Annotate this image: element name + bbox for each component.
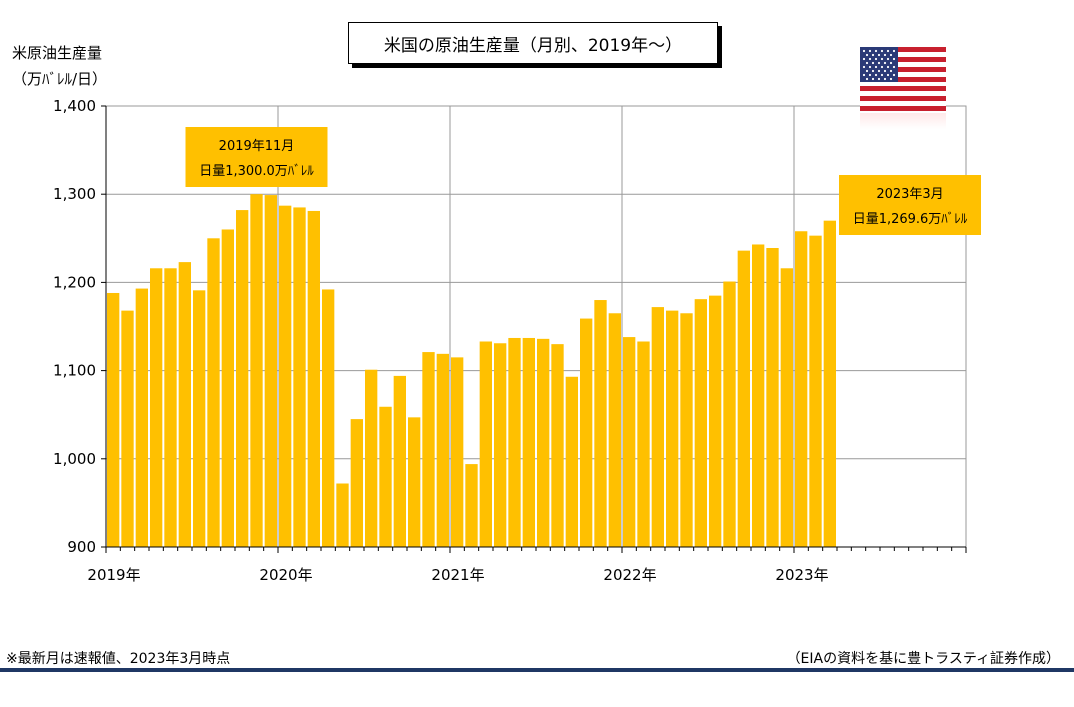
bar: [823, 220, 836, 547]
y-tick-label: 1,200: [53, 273, 96, 291]
x-tick-label: 2020年: [259, 566, 312, 584]
y-tick-label: 1,400: [53, 97, 96, 115]
y-tick-label: 1,100: [53, 362, 96, 380]
bar: [307, 210, 320, 547]
bar: [580, 318, 593, 547]
bar: [164, 268, 177, 547]
footer-note: ※最新月は速報値、2023年3月時点: [6, 651, 231, 667]
bar: [737, 250, 750, 547]
bar: [537, 338, 550, 547]
bar: [451, 357, 464, 547]
x-tick-label: 2022年: [603, 566, 656, 584]
annotation-box: [185, 127, 328, 187]
bar: [178, 262, 191, 547]
bar: [479, 341, 492, 547]
bar: [393, 375, 406, 547]
bar: [465, 464, 478, 547]
bar: [365, 369, 378, 547]
bar: [250, 194, 263, 547]
footer-source: （EIAの資料を基に豊トラスティ証券作成）: [786, 651, 1060, 667]
bar: [522, 337, 535, 547]
annotation-line1: 2019年11月: [219, 139, 295, 154]
bar: [608, 313, 621, 547]
bar: [694, 299, 707, 547]
bar: [107, 292, 120, 547]
annotation-line2: 日量1,300.0万ﾊﾞﾚﾙ: [199, 164, 314, 179]
y-axis-title-line1: 米原油生産量: [12, 44, 103, 62]
bar: [350, 419, 363, 547]
bar: [651, 307, 664, 547]
bar: [623, 337, 636, 547]
bar: [565, 376, 578, 547]
bar: [264, 195, 277, 547]
chart-title: 米国の原油生産量（月別、2019年〜）: [348, 22, 718, 64]
annotation-line1: 2023年3月: [876, 187, 943, 202]
annotation-line2: 日量1,269.6万ﾊﾞﾚﾙ: [853, 212, 968, 227]
bar: [494, 343, 507, 547]
bar: [809, 235, 822, 548]
bar: [680, 313, 693, 547]
bar: [508, 337, 521, 547]
bar: [336, 483, 349, 547]
bar: [135, 288, 148, 547]
bar: [150, 268, 163, 547]
x-tick-label: 2021年: [431, 566, 484, 584]
bar: [752, 244, 765, 547]
bar: [795, 231, 808, 547]
annotation-box: [839, 175, 981, 235]
bar: [723, 281, 736, 547]
bar: [221, 229, 234, 548]
bar: [780, 268, 793, 547]
y-axis-title-line2: （万ﾊﾞﾚﾙ/日）: [12, 70, 108, 88]
y-tick-label: 900: [67, 538, 96, 556]
bar: [408, 417, 421, 547]
bar: [322, 289, 335, 547]
bar: [766, 248, 779, 547]
bar: [436, 353, 449, 547]
bar: [379, 406, 392, 547]
bar: [709, 295, 722, 547]
y-tick-label: 1,000: [53, 450, 96, 468]
bar: [666, 310, 679, 547]
bar: [121, 310, 134, 547]
flag-reflection: [860, 113, 946, 129]
x-tick-label: 2023年: [775, 566, 828, 584]
bar: [279, 205, 292, 547]
y-axis-title: 米原油生産量 （万ﾊﾞﾚﾙ/日）: [12, 40, 107, 92]
bar: [594, 300, 607, 547]
bar: [422, 352, 435, 547]
bar: [551, 344, 564, 547]
footer-divider: [0, 668, 1074, 672]
bar: [236, 210, 249, 548]
bar: [293, 207, 306, 547]
y-tick-label: 1,300: [53, 185, 96, 203]
bar: [193, 290, 206, 547]
bar: [207, 238, 220, 548]
us-flag-icon: [860, 47, 946, 111]
x-tick-label: 2019年: [87, 566, 140, 584]
bar: [637, 341, 650, 547]
